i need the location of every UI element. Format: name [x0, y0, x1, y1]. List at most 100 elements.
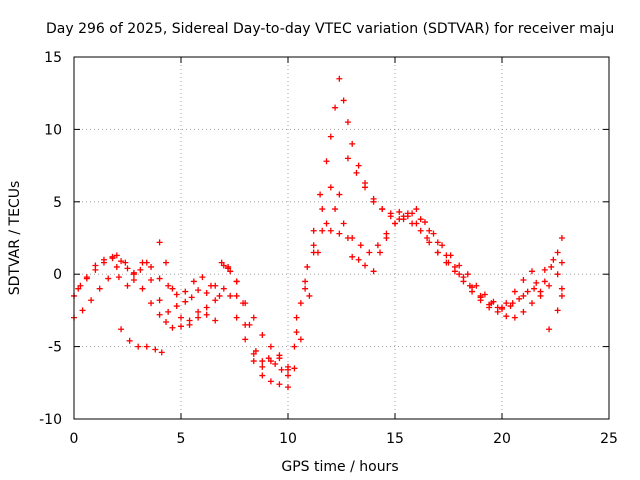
data-point — [531, 285, 538, 292]
data-point — [178, 323, 184, 330]
data-point — [130, 271, 137, 278]
chart-title: Day 296 of 2025, Sidereal Day-to-day VTE… — [46, 21, 614, 37]
data-point — [135, 343, 142, 350]
data-point — [304, 263, 311, 270]
data-point — [443, 252, 450, 259]
series-track-b — [71, 206, 565, 391]
data-point — [317, 191, 324, 198]
series-track-a — [71, 75, 565, 379]
data-point — [520, 276, 527, 283]
data-point — [520, 308, 527, 315]
data-point — [340, 220, 347, 227]
data-point — [494, 304, 501, 311]
data-point — [554, 307, 561, 314]
data-point — [137, 266, 144, 273]
data-point — [96, 285, 103, 292]
data-point — [396, 208, 403, 215]
data-point — [169, 324, 176, 331]
data-point — [456, 262, 463, 269]
data-point — [250, 350, 257, 357]
data-point — [182, 288, 189, 295]
data-point — [464, 271, 471, 278]
data-point — [558, 235, 565, 241]
data-point — [293, 329, 300, 336]
data-point — [227, 292, 234, 299]
data-point — [139, 259, 146, 266]
data-point — [199, 274, 206, 281]
data-point — [118, 326, 125, 333]
y-tick-label: 0 — [53, 267, 62, 283]
data-point — [349, 253, 356, 260]
y-tick-label: 5 — [53, 195, 62, 211]
data-point — [460, 274, 467, 281]
data-point — [396, 216, 403, 223]
data-point — [546, 326, 553, 333]
data-point — [163, 318, 170, 325]
y-tick-label: 15 — [44, 50, 62, 66]
data-point — [156, 275, 163, 282]
data-points — [71, 75, 565, 391]
data-point — [242, 336, 249, 343]
data-point — [297, 336, 304, 343]
data-point — [113, 263, 120, 270]
data-point — [524, 288, 531, 295]
data-point — [377, 249, 384, 256]
data-point — [344, 155, 351, 162]
data-point — [554, 271, 561, 278]
data-point — [336, 191, 343, 198]
data-point — [319, 227, 326, 234]
data-point — [285, 366, 291, 373]
data-point — [148, 300, 155, 307]
data-point — [503, 313, 510, 320]
series-track-d — [118, 210, 565, 373]
data-point — [486, 301, 493, 308]
data-point — [528, 300, 535, 307]
data-point — [370, 198, 377, 205]
data-point — [156, 297, 163, 304]
data-point — [327, 133, 334, 140]
data-point — [353, 169, 360, 176]
data-point — [421, 219, 428, 226]
data-point — [212, 317, 219, 324]
data-point — [340, 97, 347, 104]
data-point — [190, 278, 197, 285]
data-point — [152, 346, 159, 353]
data-point — [156, 239, 163, 246]
data-point — [503, 300, 510, 307]
data-point — [392, 220, 398, 227]
data-point — [550, 256, 557, 263]
data-point — [195, 287, 202, 294]
data-point — [173, 291, 180, 298]
data-point — [259, 363, 266, 370]
data-point — [426, 227, 433, 234]
data-point — [548, 263, 555, 270]
data-point — [233, 278, 240, 285]
y-tick-label: -10 — [39, 412, 62, 428]
data-point — [302, 278, 309, 285]
data-point — [124, 265, 131, 272]
data-point — [424, 235, 431, 241]
x-tick-label: 20 — [493, 431, 511, 447]
data-point — [362, 184, 369, 191]
data-point — [291, 365, 298, 372]
data-point — [310, 242, 317, 249]
data-point — [169, 285, 176, 292]
data-point — [285, 372, 291, 379]
data-point — [276, 352, 283, 359]
data-point — [173, 303, 180, 310]
data-point — [115, 274, 122, 281]
data-point — [163, 259, 170, 266]
y-tick-label: -5 — [48, 340, 62, 356]
data-point — [143, 343, 150, 350]
data-point — [195, 308, 202, 315]
data-point — [220, 285, 227, 292]
data-point — [409, 210, 416, 217]
data-point — [250, 358, 257, 365]
data-point — [344, 235, 351, 241]
data-point — [370, 268, 377, 275]
data-point — [165, 308, 172, 315]
x-tick-label: 5 — [177, 431, 186, 447]
data-point — [323, 158, 330, 165]
data-point — [291, 343, 298, 350]
